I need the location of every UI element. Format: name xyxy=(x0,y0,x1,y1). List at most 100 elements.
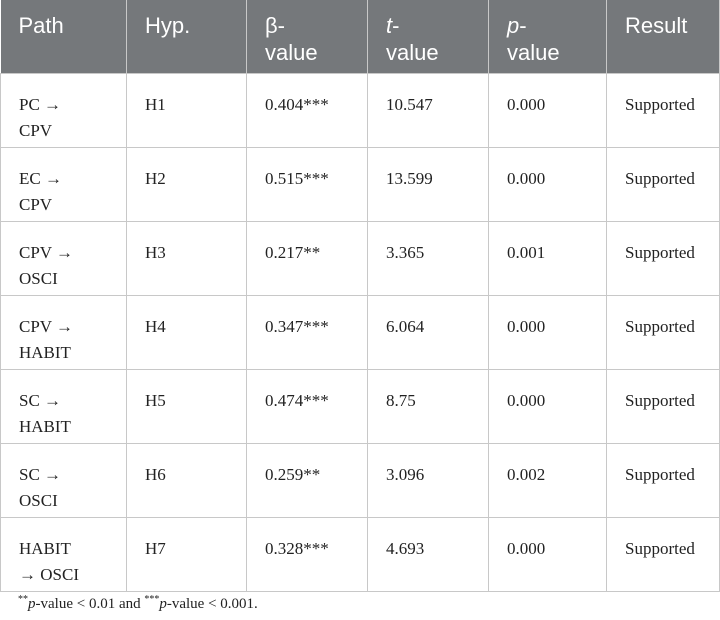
cell: H2 xyxy=(126,147,247,222)
cell: H1 xyxy=(126,73,247,148)
cell-text: Supported xyxy=(625,243,695,262)
cell: 4.693 xyxy=(367,517,489,592)
cell: Supported xyxy=(606,73,720,148)
cell: 13.599 xyxy=(367,147,489,222)
cell-text: 0.515*** xyxy=(265,169,329,188)
path-cell: CPV → OSCI xyxy=(0,221,127,296)
cell: Supported xyxy=(606,221,720,296)
path-cell: CPV → HABIT xyxy=(0,295,127,370)
header-text: β-value xyxy=(265,12,318,66)
cell: Supported xyxy=(606,147,720,222)
header-row: Path Hyp. β-value t-value p-value Result xyxy=(0,0,720,74)
cell: Supported xyxy=(606,443,720,518)
cell-text: Supported xyxy=(625,465,695,484)
path-cell: PC → CPV xyxy=(0,73,127,148)
table-row: CPV → HABIT H4 0.347*** 6.064 0.000 Supported xyxy=(0,295,720,370)
path-line: SC → xyxy=(19,391,62,410)
cell: 0.000 xyxy=(488,369,607,444)
note-text: ** xyxy=(18,594,28,605)
cell: 0.000 xyxy=(488,147,607,222)
header-text: p-value xyxy=(507,12,560,66)
cell-text: 0.000 xyxy=(507,95,546,114)
table-row: EC → CPV H2 0.515*** 13.599 0.000 Supported xyxy=(0,147,720,222)
cell-text: 0.000 xyxy=(507,539,546,558)
cell: 0.259** xyxy=(246,443,368,518)
cell: 3.096 xyxy=(367,443,489,518)
cell-text: H2 xyxy=(145,169,166,188)
header-italic: t xyxy=(386,13,393,38)
cell: 0.000 xyxy=(488,517,607,592)
cell-text: Supported xyxy=(625,539,695,558)
note-text: *** xyxy=(144,594,160,605)
cell: H6 xyxy=(126,443,247,518)
header-text: t-value xyxy=(386,12,439,66)
cell: Supported xyxy=(606,295,720,370)
path-line: OSCI xyxy=(19,491,58,510)
cell-text: 6.064 xyxy=(386,317,425,336)
cell: 0.347*** xyxy=(246,295,368,370)
header-label: β-value xyxy=(265,13,318,65)
cell-text: 0.000 xyxy=(507,391,546,410)
cell: 0.000 xyxy=(488,73,607,148)
cell-text: 8.75 xyxy=(386,391,416,410)
cell-text: 0.328*** xyxy=(265,539,329,558)
cell: H4 xyxy=(126,295,247,370)
path-line: HABIT xyxy=(19,343,71,362)
path-line: CPV → xyxy=(19,243,74,262)
cell-text: 0.217** xyxy=(265,243,321,262)
path-line: HABIT xyxy=(19,539,71,558)
header-cell: Hyp. xyxy=(126,0,247,74)
cell-text: Supported xyxy=(625,391,695,410)
cell: H7 xyxy=(126,517,247,592)
header-cell: p-value xyxy=(488,0,607,74)
header-text: Hyp. xyxy=(145,12,190,39)
cell-text: 0.347*** xyxy=(265,317,329,336)
cell-text: 0.404*** xyxy=(265,95,329,114)
results-table: Path Hyp. β-value t-value p-value Result PC →… xyxy=(0,0,720,592)
cell-text: 10.547 xyxy=(386,95,433,114)
cell: Supported xyxy=(606,517,720,592)
note-text: p xyxy=(28,596,36,612)
header-cell: Result xyxy=(606,0,720,74)
cell: 0.217** xyxy=(246,221,368,296)
table-row: PC → CPV H1 0.404*** 10.547 0.000 Supported xyxy=(0,73,720,148)
cell: 8.75 xyxy=(367,369,489,444)
footnote: **p-value < 0.01 and ***p-value < 0.001. xyxy=(18,594,258,613)
header-label: Result xyxy=(625,13,688,38)
path-cell: HABIT → OSCI xyxy=(0,517,127,592)
cell: 0.328*** xyxy=(246,517,368,592)
cell-text: 0.001 xyxy=(507,243,546,262)
cell: 0.474*** xyxy=(246,369,368,444)
cell-text: 0.000 xyxy=(507,169,546,188)
cell: 0.515*** xyxy=(246,147,368,222)
cell: 3.365 xyxy=(367,221,489,296)
path-line: CPV xyxy=(19,195,53,214)
cell-text: H1 xyxy=(145,95,166,114)
path-line: OSCI xyxy=(19,269,58,288)
cell-text: 0.002 xyxy=(507,465,546,484)
table-row: SC → HABIT H5 0.474*** 8.75 0.000 Supported xyxy=(0,369,720,444)
cell: H3 xyxy=(126,221,247,296)
header-label: -value xyxy=(507,13,560,65)
cell: Supported xyxy=(606,369,720,444)
cell-text: 0.259** xyxy=(265,465,321,484)
table-row: SC → OSCI H6 0.259** 3.096 0.002 Supported xyxy=(0,443,720,518)
cell-text: 3.365 xyxy=(386,243,425,262)
cell: 0.002 xyxy=(488,443,607,518)
cell-text: H3 xyxy=(145,243,166,262)
header-cell: t-value xyxy=(367,0,489,74)
cell-text: 3.096 xyxy=(386,465,425,484)
table-row: HABIT → OSCI H7 0.328*** 4.693 0.000 Supported xyxy=(0,517,720,592)
cell-text: 0.000 xyxy=(507,317,546,336)
header-cell: β-value xyxy=(246,0,368,74)
header-label: Hyp. xyxy=(145,13,191,38)
note-text: p xyxy=(159,596,167,612)
cell-text: H6 xyxy=(145,465,166,484)
path-line: → OSCI xyxy=(19,565,79,584)
cell-text: Supported xyxy=(625,169,695,188)
cell-text: H4 xyxy=(145,317,166,336)
cell-text: H5 xyxy=(145,391,166,410)
cell: 0.404*** xyxy=(246,73,368,148)
note-text: -value < 0.01 and xyxy=(35,596,145,612)
